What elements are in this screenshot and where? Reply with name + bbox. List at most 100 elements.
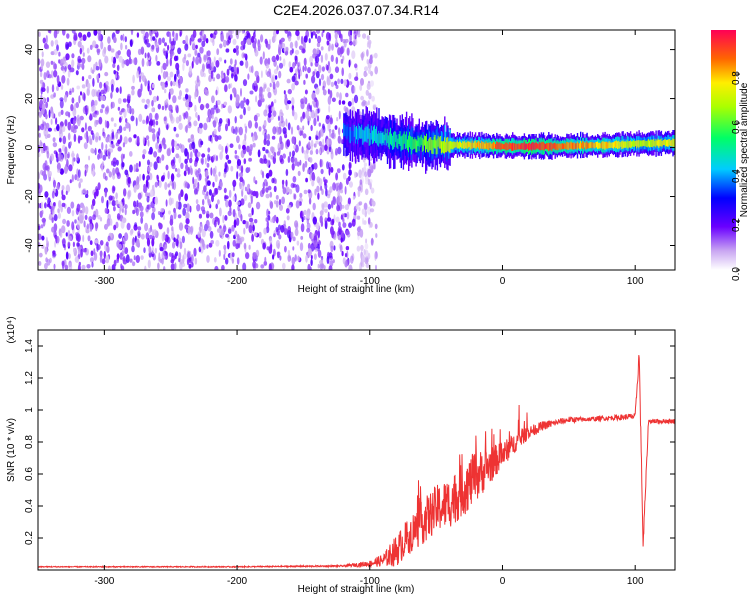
noise-speckle [66,159,69,168]
noise-speckle [293,145,296,149]
noise-speckle [187,226,191,235]
noise-speckle [197,114,200,122]
ridge-cell [503,144,505,150]
noise-speckle [199,103,205,111]
ridge-cell [366,126,368,143]
noise-speckle [41,209,44,215]
noise-speckle [88,155,91,161]
noise-speckle [213,30,218,36]
y-tick-label: 0.2 [24,531,35,545]
ridge-cell [526,143,529,149]
noise-speckle [68,164,73,172]
noise-speckle [308,38,311,44]
noise-speckle [95,61,98,67]
noise-speckle [356,245,361,252]
noise-speckle [171,255,176,262]
noise-speckle [201,40,206,48]
noise-speckle [293,193,297,200]
noise-speckle [47,74,52,79]
noise-speckle [176,55,179,61]
ridge-cell [380,131,382,144]
noise-speckle [365,238,368,244]
noise-speckle [364,66,369,72]
noise-speckle [234,126,238,135]
noise-speckle [375,264,377,270]
noise-speckle [320,46,324,51]
ridge-cell [561,143,564,150]
noise-speckle [101,142,104,151]
noise-speckle [287,204,292,209]
noise-speckle [260,264,265,269]
noise-speckle [178,222,184,231]
noise-speckle [247,106,251,112]
ridge-cell [515,143,517,150]
noise-speckle [232,38,237,46]
noise-speckle [133,255,136,261]
noise-speckle [357,231,361,237]
noise-speckle [179,241,183,250]
noise-speckle [268,263,272,270]
noise-speckle [228,199,232,208]
noise-speckle [159,246,164,252]
noise-speckle [318,78,322,87]
noise-speckle [142,173,145,181]
noise-speckle [99,81,103,89]
noise-speckle [163,116,167,122]
ridge-cell [636,140,638,149]
noise-speckle [304,65,307,72]
noise-speckle [109,148,114,153]
noise-speckle [168,91,171,100]
noise-speckle [67,241,71,247]
noise-speckle [305,110,310,119]
noise-speckle [68,262,73,270]
noise-speckle [150,189,154,198]
noise-speckle [84,122,87,131]
ridge-cell [456,140,459,149]
noise-speckle [330,148,333,155]
ridge-cell [622,140,624,149]
ridge-cell [482,141,484,149]
noise-speckle [84,132,88,140]
noise-speckle [164,244,168,250]
ridge-cell [404,134,407,149]
noise-speckle [291,150,296,157]
noise-speckle [266,71,271,77]
ridge-cell [521,143,523,150]
noise-speckle [179,76,183,85]
ridge-cell [388,132,391,150]
noise-speckle [59,97,64,102]
ridge-cell [658,139,660,148]
noise-speckle [335,56,339,65]
noise-speckle [136,32,140,38]
noise-speckle [209,212,214,219]
noise-speckle [194,104,197,112]
noise-speckle [177,214,182,219]
ridge-cell [573,142,575,150]
noise-speckle [88,135,92,144]
noise-speckle [210,167,213,176]
chart-title: C2E4.2026.037.07.34.R14 [273,2,439,18]
noise-speckle [193,120,198,127]
noise-speckle [125,122,130,129]
noise-speckle [152,119,156,128]
noise-speckle [300,223,305,233]
noise-speckle [273,248,276,257]
noise-speckle [148,112,153,121]
noise-speckle [206,50,211,57]
noise-speckle [186,250,190,259]
noise-speckle [45,122,50,130]
noise-speckle [341,251,344,257]
noise-speckle [95,208,99,218]
noise-speckle [58,51,61,57]
noise-speckle [110,101,113,110]
noise-speckle [317,229,320,239]
noise-speckle [337,146,342,155]
noise-speckle [269,201,274,209]
noise-speckle [106,222,109,229]
noise-speckle [235,45,239,50]
noise-speckle [108,195,113,201]
noise-speckle [363,220,367,225]
noise-speckle [332,196,336,206]
noise-speckle [40,201,44,210]
noise-speckle [120,161,124,170]
